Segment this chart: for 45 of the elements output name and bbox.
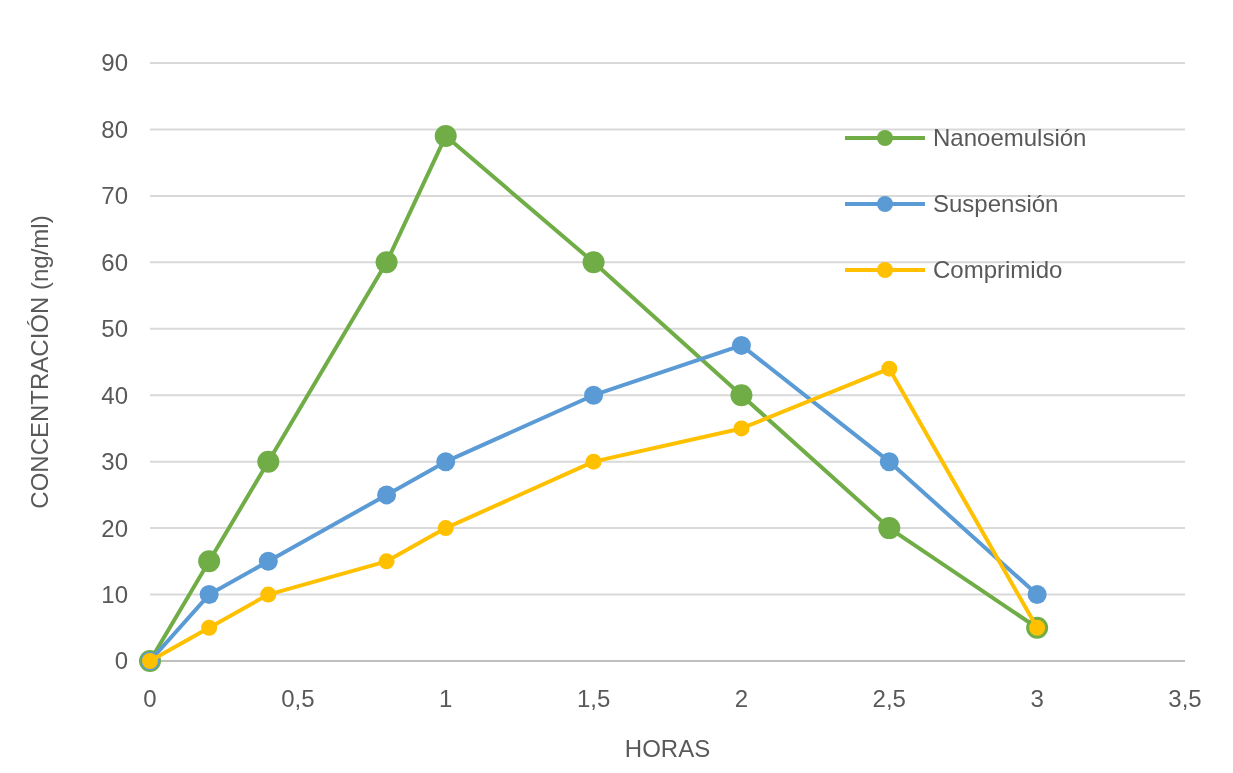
point bbox=[584, 385, 604, 405]
x-axis-title: HORAS bbox=[624, 735, 711, 762]
point bbox=[377, 485, 397, 505]
y-tick-label: 20 bbox=[101, 514, 128, 542]
point bbox=[260, 586, 277, 603]
point bbox=[730, 384, 753, 407]
point bbox=[434, 125, 457, 148]
y-tick-label: 70 bbox=[101, 182, 128, 210]
point bbox=[201, 619, 218, 636]
point bbox=[878, 517, 901, 540]
y-tick-label: 60 bbox=[101, 248, 128, 276]
x-tick-label: 1,5 bbox=[576, 685, 611, 712]
point bbox=[585, 453, 602, 470]
x-tick-label: 0,5 bbox=[281, 685, 315, 712]
y-tick-label: 40 bbox=[101, 381, 128, 409]
y-tick-label: 10 bbox=[101, 580, 128, 608]
point bbox=[437, 520, 454, 537]
point bbox=[375, 251, 398, 274]
legend-label: Suspensión bbox=[933, 190, 1059, 218]
legend-label: Comprimido bbox=[933, 256, 1063, 284]
y-tick-label: 30 bbox=[101, 448, 128, 476]
point bbox=[199, 585, 219, 605]
x-tick-label: 2 bbox=[734, 685, 749, 712]
point bbox=[879, 452, 899, 472]
y-tick-label: 80 bbox=[101, 115, 128, 143]
point bbox=[378, 553, 395, 570]
x-tick-label: 2,5 bbox=[872, 685, 906, 712]
point bbox=[1027, 585, 1047, 605]
point bbox=[731, 335, 751, 355]
point bbox=[582, 251, 605, 274]
point bbox=[436, 452, 456, 472]
y-tick-label: 50 bbox=[101, 315, 128, 343]
y-axis-title: CONCENTRACIÓN (ng/ml) bbox=[26, 215, 53, 509]
point bbox=[258, 551, 278, 571]
point bbox=[257, 450, 280, 473]
x-tick-label: 0 bbox=[143, 685, 157, 712]
point bbox=[198, 550, 221, 573]
x-tick-label: 3,5 bbox=[1168, 685, 1202, 712]
y-tick-label: 90 bbox=[101, 49, 128, 77]
y-tick-label: 0 bbox=[114, 647, 128, 675]
point bbox=[733, 420, 750, 437]
x-tick-label: 3 bbox=[1030, 685, 1044, 712]
point bbox=[881, 360, 898, 377]
x-tick-label: 1 bbox=[439, 685, 453, 712]
legend-label: Nanoemulsión bbox=[933, 124, 1087, 152]
